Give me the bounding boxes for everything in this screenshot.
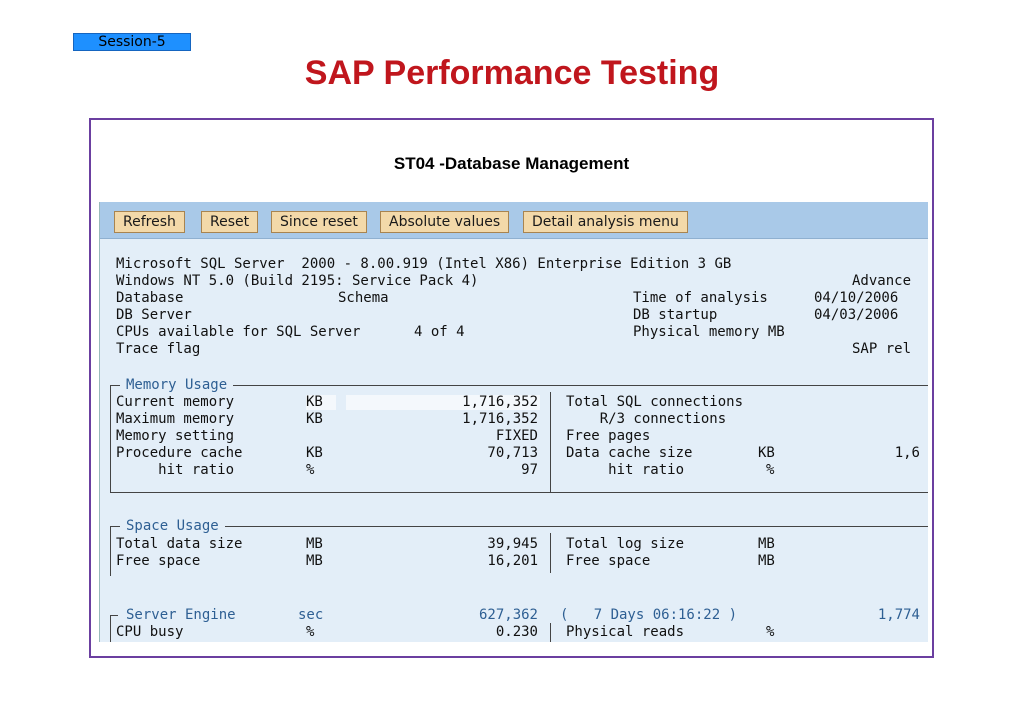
space-group-title: Space Usage bbox=[120, 518, 225, 535]
physical-memory-label: Physical memory MB bbox=[633, 324, 785, 340]
memory-row-unit: KB bbox=[306, 445, 323, 461]
engine-duration: ( 7 Days 06:16:22 ) bbox=[560, 607, 738, 623]
detail-analysis-menu-button[interactable]: Detail analysis menu bbox=[523, 211, 688, 233]
space-row-value: 16,201 bbox=[487, 553, 538, 569]
memory-right-label: hit ratio bbox=[566, 462, 685, 478]
time-of-analysis-label: Time of analysis bbox=[633, 290, 768, 306]
session-badge: Session-5 bbox=[73, 33, 191, 51]
engine-right-value: 1,774 bbox=[877, 607, 920, 623]
cpu-busy-unit: % bbox=[306, 624, 315, 640]
engine-group-divider bbox=[550, 623, 551, 642]
slide-title: SAP Performance Testing bbox=[304, 54, 720, 92]
schema-label: Schema bbox=[338, 290, 389, 306]
engine-group-left-border bbox=[110, 615, 111, 642]
memory-row-unit: KB bbox=[306, 394, 323, 410]
database-label: Database bbox=[116, 290, 184, 306]
engine-unit: sec bbox=[298, 607, 324, 623]
engine-group-title: Server Engine bbox=[126, 607, 236, 623]
memory-group-bottom-border bbox=[110, 492, 928, 493]
memory-group-left-border bbox=[110, 385, 111, 492]
memory-right-label: Free pages bbox=[566, 428, 651, 444]
memory-row-value: 97 bbox=[521, 462, 538, 478]
space-right-label: Free space bbox=[566, 553, 651, 569]
server-version: Microsoft SQL Server 2000 - 8.00.919 (In… bbox=[116, 256, 732, 272]
memory-right-unit: % bbox=[766, 462, 775, 478]
refresh-button[interactable]: Refresh bbox=[114, 211, 185, 233]
memory-cell-bg bbox=[346, 395, 540, 410]
memory-group-border bbox=[110, 385, 928, 386]
db-startup-label: DB startup bbox=[633, 307, 718, 323]
engine-group-border bbox=[110, 615, 118, 616]
memory-row-label: Maximum memory bbox=[116, 411, 235, 427]
toolbar: Refresh Reset Since reset Absolute value… bbox=[100, 202, 928, 239]
space-row-label: Free space bbox=[116, 553, 201, 569]
sap-rel-label: SAP rel bbox=[852, 341, 912, 357]
memory-row-label: Procedure cache bbox=[116, 445, 243, 461]
db-server-label: DB Server bbox=[116, 307, 192, 323]
memory-cell-bg bbox=[306, 395, 336, 410]
memory-row-unit: KB bbox=[306, 411, 323, 427]
os-version: Windows NT 5.0 (Build 2195: Service Pack… bbox=[116, 273, 479, 289]
reset-button[interactable]: Reset bbox=[201, 211, 259, 233]
memory-right-label: Data cache size bbox=[566, 445, 693, 461]
st04-screen: Refresh Reset Since reset Absolute value… bbox=[99, 202, 928, 642]
space-right-unit: MB bbox=[758, 553, 775, 569]
trace-flag-label: Trace flag bbox=[116, 341, 201, 357]
screenshot-frame: ST04 -Database Management Refresh Reset … bbox=[89, 118, 934, 658]
space-group-divider bbox=[550, 533, 551, 573]
space-group-left-border bbox=[110, 526, 111, 576]
cpu-busy-value: 0.230 bbox=[495, 624, 538, 640]
db-startup-value: 04/03/2006 bbox=[814, 307, 899, 323]
physical-reads-label: Physical reads bbox=[566, 624, 685, 640]
memory-row-label: hit ratio bbox=[116, 462, 235, 478]
cpus-value: 4 of 4 bbox=[414, 324, 465, 340]
engine-value: 627,362 bbox=[478, 607, 538, 623]
memory-row-label: Memory setting bbox=[116, 428, 235, 444]
memory-group-title: Memory Usage bbox=[120, 377, 234, 394]
space-row-label: Total data size bbox=[116, 536, 243, 552]
space-row-value: 39,945 bbox=[487, 536, 538, 552]
absolute-values-button[interactable]: Absolute values bbox=[380, 211, 510, 233]
space-row-unit: MB bbox=[306, 536, 323, 552]
space-right-unit: MB bbox=[758, 536, 775, 552]
since-reset-button[interactable]: Since reset bbox=[271, 211, 367, 233]
memory-row-label: Current memory bbox=[116, 394, 235, 410]
memory-row-value: FIXED bbox=[495, 428, 538, 444]
memory-right-label: Total SQL connections bbox=[566, 394, 744, 410]
memory-row-value: 70,713 bbox=[487, 445, 538, 461]
memory-right-value: 1,6 bbox=[894, 445, 920, 461]
space-right-label: Total log size bbox=[566, 536, 685, 552]
memory-row-unit: % bbox=[306, 462, 315, 478]
space-group-border bbox=[110, 526, 928, 527]
space-row-unit: MB bbox=[306, 553, 323, 569]
memory-group-divider bbox=[550, 392, 551, 492]
time-of-analysis-value: 04/10/2006 bbox=[814, 290, 899, 306]
physical-reads-unit: % bbox=[766, 624, 775, 640]
cpus-label: CPUs available for SQL Server bbox=[116, 324, 361, 340]
memory-row-value: 1,716,352 bbox=[462, 394, 538, 410]
memory-right-label: R/3 connections bbox=[566, 411, 727, 427]
cpu-busy-label: CPU busy bbox=[116, 624, 184, 640]
memory-right-unit: KB bbox=[758, 445, 775, 461]
screenshot-caption: ST04 -Database Management bbox=[393, 154, 630, 173]
memory-row-value: 1,716,352 bbox=[462, 411, 538, 427]
advance-label: Advance bbox=[852, 273, 912, 289]
